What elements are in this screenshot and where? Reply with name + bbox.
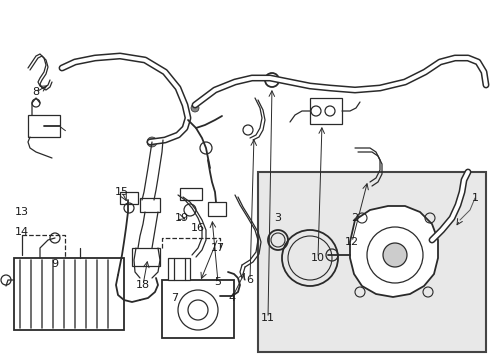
Bar: [310, 98, 342, 124]
Text: 5: 5: [215, 277, 221, 287]
Text: 11: 11: [261, 313, 275, 323]
Bar: [140, 198, 160, 212]
Bar: [258, 172, 486, 352]
Text: 7: 7: [172, 293, 178, 303]
Circle shape: [383, 243, 407, 267]
Circle shape: [191, 104, 199, 112]
Circle shape: [147, 137, 157, 147]
Text: 9: 9: [51, 259, 59, 269]
Text: 15: 15: [115, 187, 129, 197]
Bar: [168, 258, 190, 280]
Text: 14: 14: [15, 227, 29, 237]
Bar: [14, 258, 124, 330]
Bar: [162, 280, 234, 338]
Text: 6: 6: [246, 275, 253, 285]
Text: 12: 12: [345, 237, 359, 247]
Text: 1: 1: [471, 193, 479, 203]
Text: 3: 3: [274, 213, 281, 223]
Text: 13: 13: [15, 207, 29, 217]
Text: 17: 17: [211, 243, 225, 253]
Bar: [208, 202, 226, 216]
Bar: [28, 115, 60, 137]
Text: 10: 10: [311, 253, 325, 263]
Bar: [120, 192, 138, 204]
Text: 18: 18: [136, 280, 150, 290]
Bar: [132, 248, 160, 266]
Text: 16: 16: [191, 223, 205, 233]
Polygon shape: [350, 206, 438, 297]
Text: 19: 19: [175, 213, 189, 223]
Bar: [180, 188, 202, 200]
Text: 2: 2: [351, 213, 359, 223]
Text: 4: 4: [228, 293, 236, 303]
Text: 8: 8: [32, 87, 40, 97]
